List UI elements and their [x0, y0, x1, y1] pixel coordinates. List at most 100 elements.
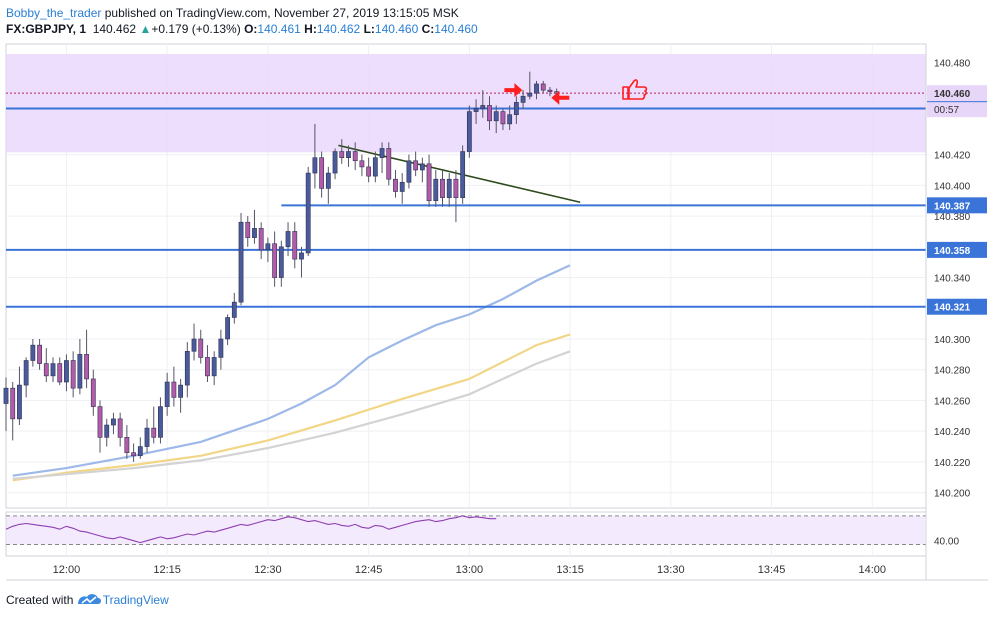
candle[interactable] — [124, 425, 130, 459]
candle-body — [64, 360, 69, 383]
candle[interactable] — [231, 292, 237, 324]
candle[interactable] — [339, 139, 345, 164]
candle[interactable] — [164, 372, 170, 416]
candle[interactable] — [64, 354, 69, 392]
candle[interactable] — [446, 173, 452, 207]
y-tick-label: 140.420 — [934, 151, 971, 162]
candle[interactable] — [171, 366, 177, 407]
candle[interactable] — [111, 412, 116, 435]
candle[interactable] — [77, 338, 83, 395]
tradingview-brand[interactable]: TradingView — [102, 593, 169, 607]
candle-body — [191, 338, 197, 352]
candle[interactable] — [292, 222, 298, 269]
candle[interactable] — [540, 80, 546, 94]
candle[interactable] — [23, 357, 29, 398]
candle[interactable] — [158, 397, 163, 444]
x-tick-label: 13:45 — [758, 564, 786, 576]
candle[interactable] — [10, 382, 16, 441]
candle[interactable] — [178, 378, 183, 413]
candle[interactable] — [453, 169, 459, 223]
candle[interactable] — [285, 222, 291, 257]
candle[interactable] — [332, 148, 338, 180]
candle[interactable] — [406, 154, 412, 189]
candle[interactable] — [346, 145, 351, 167]
y-tick-label: 140.280 — [934, 366, 971, 377]
candle[interactable] — [426, 154, 432, 207]
candle[interactable] — [433, 169, 439, 207]
candle[interactable] — [547, 87, 553, 97]
candle[interactable] — [211, 351, 217, 386]
author-name[interactable]: Bobby_the_trader — [6, 6, 102, 20]
candle[interactable] — [70, 351, 76, 398]
candle[interactable] — [43, 348, 49, 383]
candle-body — [346, 151, 351, 158]
candle[interactable] — [117, 412, 123, 447]
candle[interactable] — [50, 357, 56, 383]
candle[interactable] — [393, 169, 398, 198]
candle[interactable] — [466, 105, 472, 158]
candle[interactable] — [520, 90, 526, 109]
candle[interactable] — [419, 157, 425, 183]
candle[interactable] — [366, 157, 372, 183]
candle[interactable] — [440, 169, 445, 207]
candle[interactable] — [131, 443, 136, 462]
candle[interactable] — [144, 418, 150, 453]
candle[interactable] — [37, 338, 42, 370]
candle[interactable] — [265, 237, 271, 263]
candle[interactable] — [372, 151, 378, 183]
candle[interactable] — [305, 166, 311, 257]
candle[interactable] — [325, 166, 331, 204]
candle[interactable] — [218, 329, 224, 370]
candle[interactable] — [359, 154, 365, 177]
candle[interactable] — [500, 108, 506, 131]
candle[interactable] — [379, 142, 385, 174]
candle[interactable] — [527, 71, 533, 100]
candle-body — [399, 181, 405, 192]
candle[interactable] — [191, 323, 197, 361]
candle-body — [312, 157, 318, 174]
candle[interactable] — [386, 142, 392, 186]
candle[interactable] — [57, 357, 63, 386]
level-price-tag — [927, 197, 987, 214]
candle[interactable] — [252, 209, 257, 244]
candle[interactable] — [225, 314, 231, 346]
candle[interactable] — [480, 90, 486, 118]
trendline[interactable] — [338, 144, 581, 204]
candle[interactable] — [507, 105, 513, 131]
candle[interactable] — [352, 142, 358, 170]
candle-body — [225, 317, 231, 340]
candle[interactable] — [272, 231, 278, 287]
candle[interactable] — [299, 246, 304, 278]
candle[interactable] — [151, 406, 157, 444]
candle[interactable] — [17, 366, 22, 426]
candle[interactable] — [258, 222, 264, 260]
candle[interactable] — [84, 329, 89, 389]
candle[interactable] — [473, 99, 479, 124]
candle-body — [23, 360, 29, 386]
candle[interactable] — [104, 418, 110, 447]
candle[interactable] — [238, 213, 244, 306]
candle[interactable] — [460, 145, 466, 204]
candle[interactable] — [487, 96, 492, 131]
candle[interactable] — [137, 437, 143, 459]
candle[interactable] — [413, 151, 419, 177]
candle[interactable] — [205, 345, 210, 383]
candle[interactable] — [184, 342, 190, 398]
current-price-tag — [927, 85, 987, 102]
candle-body — [393, 178, 398, 192]
candle-body — [111, 418, 116, 426]
candle[interactable] — [278, 240, 284, 287]
candle[interactable] — [245, 216, 251, 247]
candle[interactable] — [493, 105, 499, 134]
candle[interactable] — [198, 329, 204, 364]
candle[interactable] — [97, 400, 103, 453]
candle[interactable] — [312, 123, 318, 189]
candle[interactable] — [319, 151, 325, 198]
candle[interactable] — [90, 369, 96, 416]
candle[interactable] — [399, 173, 405, 204]
candle[interactable] — [513, 96, 519, 124]
candle[interactable] — [30, 338, 36, 367]
candle[interactable] — [534, 80, 539, 100]
candle[interactable] — [3, 377, 9, 432]
